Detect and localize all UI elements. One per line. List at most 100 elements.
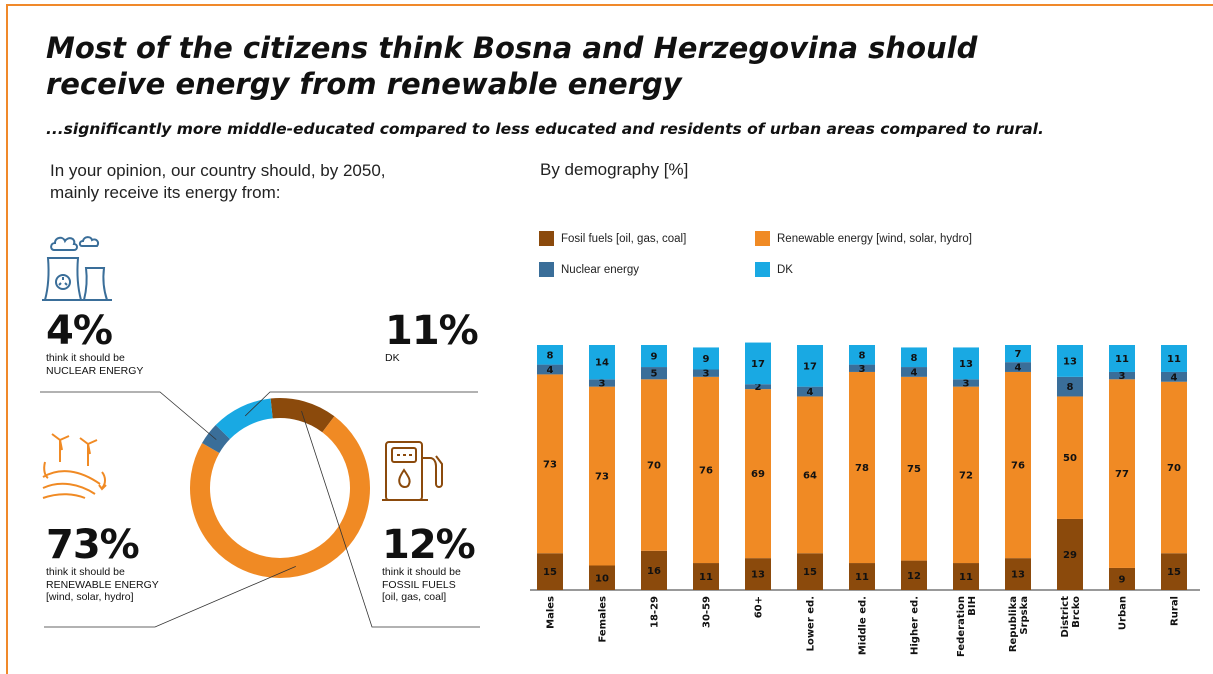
bar-value-label: 11 <box>1167 354 1181 365</box>
nuclear-stat: 4% think it should be NUCLEAR ENERGY <box>46 310 143 377</box>
bar-value-label: 4 <box>911 367 918 378</box>
bar-segment <box>589 565 615 590</box>
bar-value-label: 16 <box>647 566 661 577</box>
demography-heading: By demography [%] <box>540 160 689 179</box>
bar-value-label: 11 <box>1115 354 1129 365</box>
legend-label-dk: DK <box>777 263 793 276</box>
bar-value-label: 29 <box>1063 550 1077 561</box>
page-title: Most of the citizens think Bosna and Her… <box>46 30 1046 102</box>
legend-item-fossil: Fosil fuels [oil, gas, coal] <box>539 231 686 246</box>
category-label-line: Urban <box>1118 596 1129 630</box>
bar-segment <box>693 376 719 564</box>
legend-swatch-fossil <box>539 231 554 246</box>
bar-value-label: 75 <box>907 464 921 475</box>
category-label: Middle ed. <box>858 596 869 655</box>
category-label-line: BIH <box>967 596 978 616</box>
page-subtitle: ...significantly more middle-educated co… <box>46 120 1044 138</box>
bar-segment <box>1109 371 1135 380</box>
category-label: Republika Srpska <box>1008 596 1030 652</box>
bar-segment <box>641 379 667 551</box>
question-line-2: mainly receive its energy from: <box>50 183 281 202</box>
renewable-caption-line-3: [wind, solar, hydro] <box>46 591 134 603</box>
bar-value-label: 70 <box>1167 463 1181 474</box>
bar-value-label: 13 <box>751 570 765 581</box>
bar-value-label: 9 <box>703 354 710 365</box>
bar-segment <box>1161 345 1187 372</box>
bar-segment <box>849 345 875 365</box>
bar-value-label: 10 <box>595 573 609 584</box>
category-label-line: Srpska <box>1019 596 1030 635</box>
bar-segment <box>849 364 875 372</box>
bar-segment <box>1161 371 1187 382</box>
donut-chart <box>40 391 480 628</box>
fossil-stat: 12% think it should be FOSSIL FUELS [oil… <box>382 522 476 604</box>
bar-segment <box>901 560 927 590</box>
bar-value-label: 15 <box>803 567 817 578</box>
bar-segment <box>901 367 927 377</box>
bar-segment <box>797 553 823 590</box>
bar-segment <box>693 347 719 370</box>
donut-slice-dk <box>215 398 274 440</box>
bar-segment <box>589 379 615 387</box>
category-label-line: Lower ed. <box>806 596 817 651</box>
legend-swatch-dk <box>755 262 770 277</box>
category-label-line: Middle ed. <box>858 596 869 655</box>
bar-segment <box>745 389 771 559</box>
bar-value-label: 7 <box>1015 349 1022 360</box>
bar-value-label: 4 <box>1015 363 1022 374</box>
bar-segment <box>1057 518 1083 590</box>
bar-segment <box>1005 362 1031 372</box>
bar-value-label: 3 <box>859 364 866 375</box>
bar-segment <box>1057 376 1083 397</box>
bar-value-label: 4 <box>547 365 554 376</box>
renewable-percentage: 73% <box>46 522 140 568</box>
nuclear-caption-line-2: NUCLEAR ENERGY <box>46 364 144 377</box>
leader-line-dk <box>244 391 478 417</box>
bar-segment <box>641 550 667 590</box>
bar-value-label: 11 <box>855 572 869 583</box>
bar-value-label: 8 <box>1067 382 1074 393</box>
bar-segment <box>537 364 563 375</box>
bar-segment <box>901 347 927 368</box>
bar-segment <box>1161 553 1187 590</box>
leader-line-fossil <box>301 410 480 628</box>
category-label: Males <box>546 596 557 629</box>
bar-value-label: 3 <box>703 369 710 380</box>
category-label: 30-59 <box>702 596 713 628</box>
renewable-caption-line-1: think it should be <box>46 566 125 578</box>
bar-value-label: 64 <box>803 470 817 481</box>
bar-segment <box>1109 567 1135 590</box>
bar-value-label: 73 <box>595 472 609 483</box>
bar-segment <box>641 367 667 380</box>
title-line-2: receive energy from renewable energy <box>46 67 682 101</box>
leader-line-renewable <box>44 566 296 628</box>
legend-label-fossil: Fosil fuels [oil, gas, coal] <box>561 232 687 245</box>
bar-segment <box>1005 558 1031 590</box>
bar-segment <box>797 386 823 397</box>
bar-segment <box>953 386 979 564</box>
bar-segment <box>953 347 979 380</box>
bar-segment <box>849 371 875 564</box>
bar-segment <box>953 563 979 590</box>
bar-value-label: 17 <box>803 361 817 372</box>
category-label: 18-29 <box>650 596 661 628</box>
question-line-1: In your opinion, our country should, by … <box>50 161 386 180</box>
bar-value-label: 70 <box>647 461 661 472</box>
legend-swatch-nuclear <box>539 262 554 277</box>
fossil-percentage: 12% <box>382 522 476 568</box>
fossil-caption-line-1: think it should be <box>382 566 461 578</box>
bar-value-label: 11 <box>699 572 713 583</box>
legend-item-dk: DK <box>755 262 793 277</box>
legend-item-renewable: Renewable energy [wind, solar, hydro] <box>755 231 972 246</box>
bar-value-label: 50 <box>1063 453 1077 464</box>
bar-value-label: 3 <box>1119 371 1126 382</box>
legend-swatch-renewable <box>755 231 770 246</box>
category-label-line: Males <box>546 596 557 629</box>
category-label-line: District <box>1060 596 1071 638</box>
bar-value-label: 8 <box>859 350 866 361</box>
fossil-caption-line-3: [oil, gas, coal] <box>382 591 447 603</box>
category-label-line: Brcko <box>1071 596 1082 628</box>
bar-segment <box>1109 345 1135 372</box>
bar-value-label: 15 <box>1167 567 1181 578</box>
renewable-caption-line-2: RENEWABLE ENERGY <box>46 578 159 591</box>
